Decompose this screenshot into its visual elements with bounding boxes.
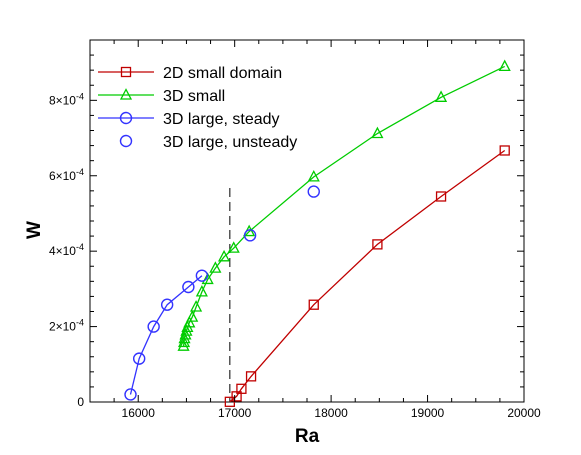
x-axis-title: Ra [295, 426, 320, 447]
y-tick-label: 2×10-4 [49, 318, 84, 334]
series-2 [177, 59, 511, 351]
series-2-point [195, 284, 208, 297]
legend-item-1: 2D small domain [98, 65, 282, 82]
series-2-point [177, 335, 191, 348]
series-2-line [182, 65, 505, 347]
series-2-point [180, 324, 193, 336]
legend-marker [119, 88, 133, 100]
series-1 [224, 145, 510, 407]
series-3-point [160, 298, 174, 311]
series-2-point [209, 261, 222, 273]
series-2-point [371, 126, 384, 139]
legend-marker [119, 111, 133, 125]
y-tick-label: 0 [77, 395, 84, 409]
legend-label: 3D large, unsteady [163, 134, 297, 151]
series-1-point [236, 383, 247, 394]
x-tick-label: 17000 [218, 406, 252, 420]
legend-marker [119, 134, 133, 148]
legend-label: 3D small [163, 88, 225, 105]
legend-marker [120, 66, 132, 78]
series-2-point [498, 59, 511, 72]
series-4-point [307, 185, 320, 198]
series-2-point [217, 249, 231, 262]
series-2-point [183, 315, 196, 328]
series-3-point [124, 388, 137, 401]
x-tick-label: 19000 [411, 406, 445, 420]
series-1-point [499, 145, 510, 156]
series-4 [243, 185, 320, 242]
series-1-point [245, 371, 257, 382]
series-1-point [372, 239, 383, 250]
y-axis: 0 2×10-4 4×10-4 6×10-4 8×10-4 [49, 39, 524, 409]
legend-label: 3D large, steady [163, 111, 280, 128]
series-2-point [178, 331, 191, 344]
y-tick-label: 6×10-4 [49, 167, 84, 183]
series-2-point [177, 339, 190, 351]
x-tick-label: 16000 [122, 406, 156, 420]
series-3 [124, 269, 209, 401]
series-3-point [147, 320, 160, 333]
series-1-line [229, 149, 506, 403]
series-3-point [182, 280, 195, 294]
series-2-point [186, 310, 199, 322]
legend-item-4: 3D large, unsteady [119, 134, 297, 151]
series-1-point [435, 191, 447, 202]
y-tick-label: 4×10-4 [49, 242, 84, 258]
series-2-point [179, 327, 192, 340]
series-3-point [132, 352, 146, 365]
y-axis-title: W [24, 221, 45, 239]
series-layer [124, 59, 511, 407]
x-axis: 16000 17000 18000 19000 20000 [89, 40, 541, 420]
series-3-point [195, 269, 209, 282]
y-tick-label: 8×10-4 [49, 91, 84, 107]
legend-item-2: 3D small [98, 88, 225, 105]
legend-label: 2D small domain [163, 65, 282, 82]
series-2-point [434, 90, 448, 102]
series-4-point [243, 229, 257, 242]
legend-item-3: 3D large, steady [98, 111, 280, 128]
series-2-point [227, 241, 240, 253]
plot-frame [89, 39, 525, 403]
legend: 2D small domain 3D small 3D large, steady 3… [98, 65, 297, 151]
series-2-point [190, 300, 203, 312]
series-2-point [201, 272, 214, 285]
x-tick-label: 18000 [314, 406, 348, 420]
x-tick-label: 20000 [507, 406, 541, 420]
series-2-point [307, 169, 320, 182]
series-1-point [308, 299, 319, 310]
